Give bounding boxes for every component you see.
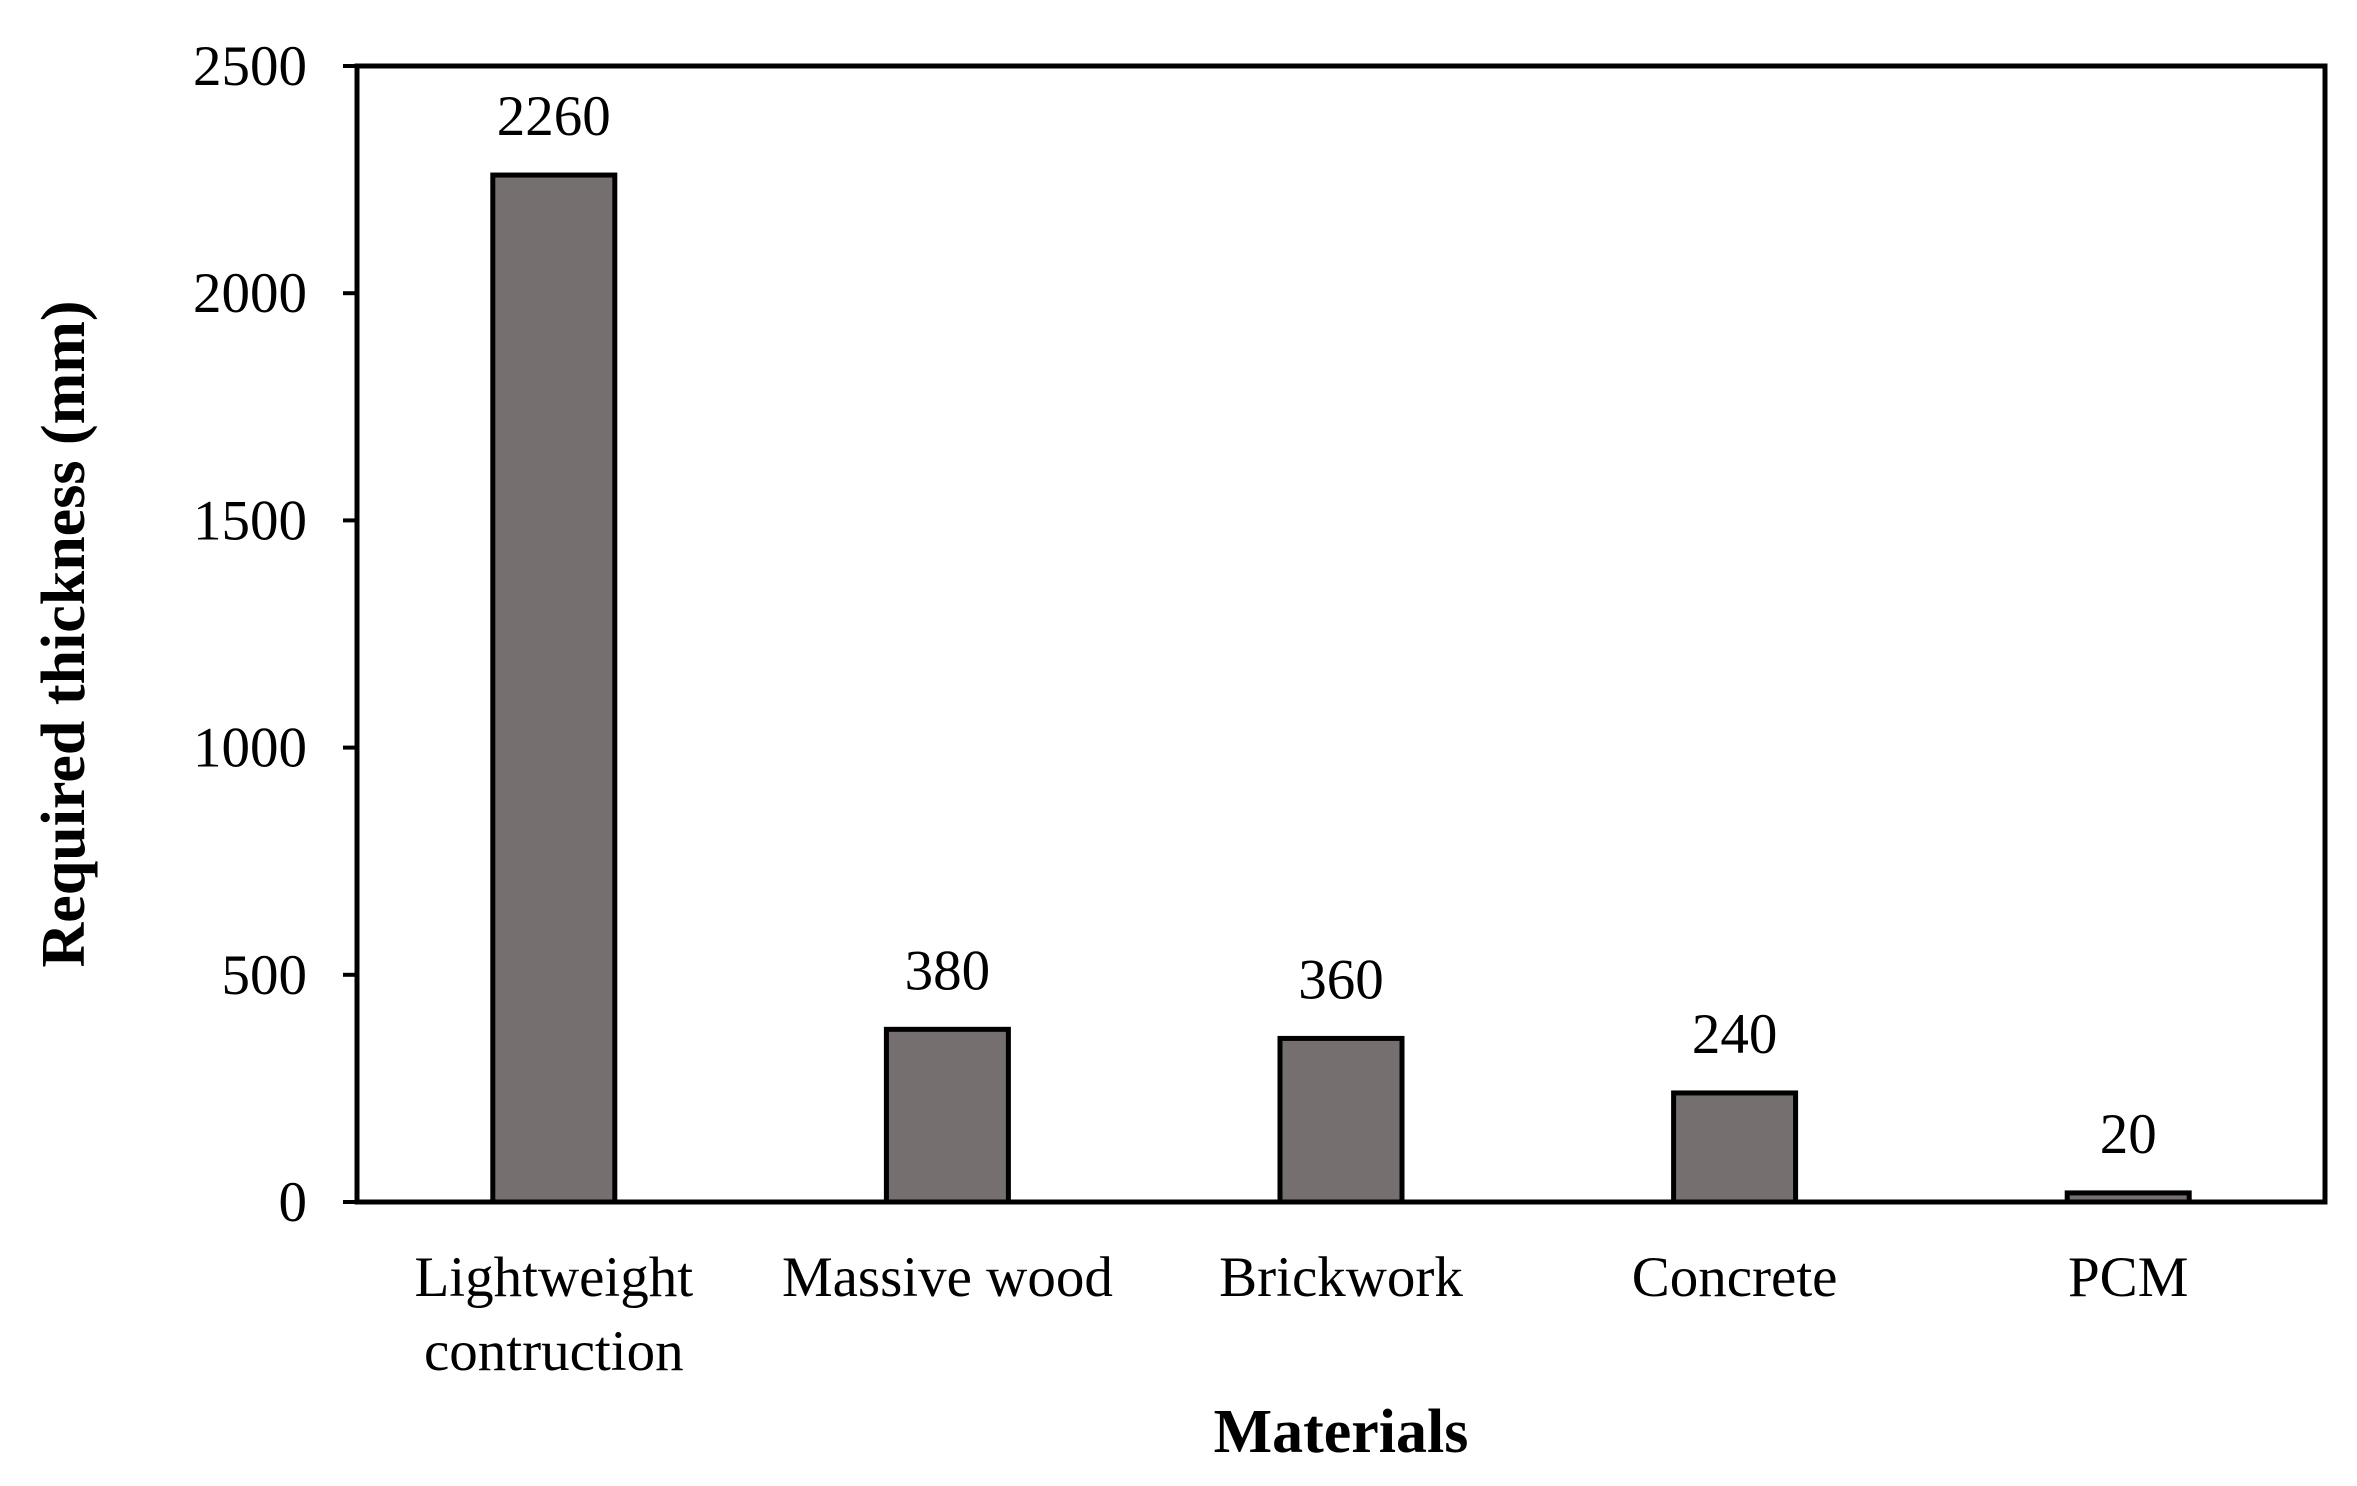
bar [1671,1090,1799,1205]
x-category-label-line: PCM [2068,1246,2188,1309]
x-category-label: Brickwork [1219,1246,1463,1309]
bar-data-label: 380 [905,939,991,1002]
x-category-label-line: contruction [424,1320,684,1383]
x-category-label-line: Massive wood [782,1246,1113,1309]
x-category-label-line: Brickwork [1219,1246,1463,1309]
y-tick-label: 2000 [193,262,307,325]
y-axis-ticks: 0 500 1000 1500 2000 2500 [193,35,357,1234]
bars-group [490,172,2192,1205]
y-tick-label: 1500 [193,489,307,552]
y-axis-title: Required thickness (mm) [30,300,98,967]
bar-data-label: 360 [1298,948,1384,1011]
plot-area-frame [354,63,2328,1205]
x-category-label: PCM [2068,1246,2188,1309]
x-category-label: Massive wood [782,1246,1113,1309]
bar-data-label: 2260 [497,85,611,148]
x-category-label-line: Concrete [1632,1246,1838,1309]
x-axis-title: Materials [1214,1398,1469,1466]
bar [883,1026,1011,1205]
x-category-label: Lightweight contruction [414,1246,693,1383]
bar-data-label: 240 [1692,1003,1778,1066]
x-axis-category-labels: Lightweight contruction Massive wood Brickw… [414,1246,2188,1383]
y-tick-label: 2500 [193,35,307,98]
bar [1277,1035,1405,1205]
y-tick-label: 500 [222,944,308,1007]
y-tick-label: 0 [279,1171,308,1234]
bar-data-label: 20 [2100,1103,2157,1166]
x-category-label-line: Lightweight [414,1246,693,1309]
bar [490,172,618,1205]
x-category-label: Concrete [1632,1246,1838,1309]
y-tick-label: 1000 [193,717,307,780]
data-labels-group: 2260 380 360 240 20 [497,85,2157,1166]
